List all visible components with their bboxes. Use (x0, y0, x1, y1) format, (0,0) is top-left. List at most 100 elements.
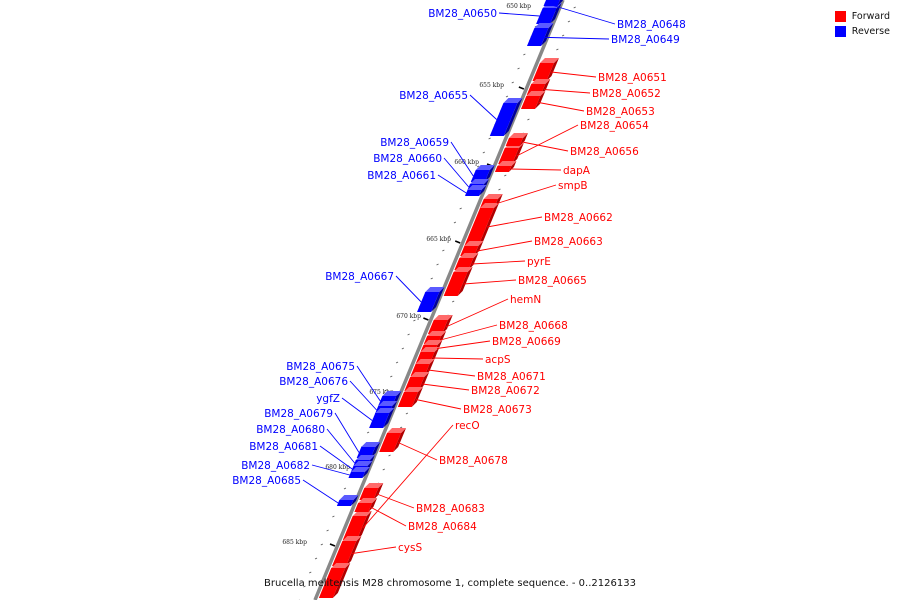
leader-line (450, 141, 474, 177)
gene-label[interactable]: smpB (558, 180, 588, 192)
gene-label[interactable]: hemN (510, 294, 541, 306)
gene-label[interactable]: BM28_A0651 (598, 72, 667, 84)
gene-side-face (362, 467, 370, 478)
leader-line (433, 357, 484, 360)
gene-label[interactable]: cysS (398, 542, 422, 554)
gene-label[interactable]: BM28_A0678 (439, 455, 508, 467)
gene-BM28_A0665-block[interactable] (443, 267, 473, 296)
gene-dapA-block[interactable] (494, 161, 517, 172)
backbone-dot-left (447, 235, 451, 238)
gene-label[interactable]: BM28_A0648 (617, 19, 686, 31)
backbone-dot-left (459, 207, 462, 210)
gene-BM28_A0655-block[interactable] (489, 98, 523, 136)
gene-label[interactable]: BM28_A0659 (380, 137, 449, 149)
gene-unlabeled-block[interactable] (318, 563, 351, 598)
gene-label[interactable]: BM28_A0656 (570, 146, 639, 158)
gene-BM28_A0683-block[interactable] (359, 483, 384, 500)
gene-BM28_A0648-block[interactable] (543, 0, 565, 6)
gene-label[interactable]: BM28_A0668 (499, 320, 568, 332)
gene-front-face (397, 392, 418, 407)
gene-label[interactable]: BM28_A0669 (492, 336, 561, 348)
gene-label[interactable]: BM28_A0676 (279, 376, 348, 388)
gene-top-face (375, 408, 395, 413)
gene-hemN-block[interactable] (427, 315, 453, 334)
gene-side-face (393, 428, 407, 452)
gene-label[interactable]: dapA (563, 165, 591, 177)
gene-label[interactable]: ygfZ (316, 393, 340, 405)
gene-cysS-block[interactable] (332, 536, 362, 566)
gene-label[interactable]: BM28_A0662 (544, 212, 613, 224)
gene-label[interactable]: BM28_A0671 (477, 371, 546, 383)
leader-line (319, 445, 353, 470)
backbone-dot-left (320, 543, 323, 546)
gene-label[interactable]: BM28_A0682 (241, 460, 310, 472)
gene-label[interactable]: BM28_A0654 (580, 120, 649, 132)
gene-label[interactable]: BM28_A0650 (428, 8, 497, 20)
gene-top-face (433, 315, 453, 320)
gene-recO-block[interactable] (342, 511, 372, 540)
gene-label[interactable]: BM28_A0661 (367, 170, 436, 182)
backbone-dot-right (382, 468, 385, 471)
gene-front-face (536, 8, 557, 24)
gene-label[interactable]: recO (455, 420, 480, 432)
gene-top-face (361, 442, 381, 447)
gene-label[interactable]: BM28_A0685 (232, 475, 301, 487)
gene-label[interactable]: acpS (485, 354, 511, 366)
tick-label: 680 kbp (325, 464, 350, 471)
backbone-dot-left (332, 515, 335, 518)
backbone-dot-left (326, 529, 329, 532)
gene-side-face (431, 287, 445, 312)
gene-BM28_A0667-block[interactable] (417, 287, 445, 312)
gene-BM28_A0678-block[interactable] (379, 428, 407, 452)
gene-label[interactable]: BM28_A0653 (586, 106, 655, 118)
gene-BM28_A0671-block[interactable] (410, 359, 435, 376)
tick-label: 650 kbp (506, 3, 531, 10)
backbone-dot-left (488, 137, 491, 140)
backbone-dot-left (384, 389, 387, 392)
gene-label[interactable]: BM28_A0684 (408, 521, 477, 533)
legend-item-reverse: Reverse (834, 24, 890, 39)
leader-line (498, 12, 540, 17)
gene-label[interactable]: BM28_A0660 (373, 153, 442, 165)
gene-label[interactable]: BM28_A0655 (399, 90, 468, 102)
tick-mark (423, 317, 429, 321)
gene-ygfZ-block[interactable] (369, 408, 395, 428)
gene-label[interactable]: BM28_A0652 (592, 88, 661, 100)
leader-line (445, 298, 509, 328)
gene-BM28_A0662-block[interactable] (464, 203, 500, 246)
gene-front-face (427, 320, 448, 334)
gene-BM28_A0684-block[interactable] (354, 498, 378, 512)
gene-label[interactable]: BM28_A0665 (518, 275, 587, 287)
gene-BM28_A0661-block[interactable] (464, 185, 487, 196)
gene-label[interactable]: BM28_A0673 (463, 404, 532, 416)
leader-line (487, 216, 543, 228)
gene-BM28_A0656-block[interactable] (505, 133, 528, 146)
gene-label[interactable]: BM28_A0683 (416, 503, 485, 515)
gene-label[interactable]: BM28_A0680 (256, 424, 325, 436)
gene-label[interactable]: BM28_A0663 (534, 236, 603, 248)
gene-BM28_A0653-block[interactable] (520, 91, 546, 109)
gene-label[interactable]: pyrE (527, 256, 551, 268)
gene-BM28_A0673-block[interactable] (397, 387, 423, 407)
leader-line (530, 36, 610, 40)
gene-side-face (468, 253, 479, 270)
gene-front-face (505, 138, 523, 146)
gene-BM28_A0651-block[interactable] (532, 58, 559, 81)
gene-top-face (531, 79, 551, 84)
leader-line (349, 380, 377, 411)
gene-label[interactable]: BM28_A0681 (249, 441, 318, 453)
gene-label[interactable]: BM28_A0679 (264, 408, 333, 420)
gene-label[interactable]: BM28_A0675 (286, 361, 355, 373)
gene-label[interactable]: BM28_A0667 (325, 271, 394, 283)
gene-top-face (497, 161, 517, 166)
gene-BM28_A0685-block[interactable] (336, 495, 359, 506)
gene-label[interactable]: BM28_A0649 (611, 34, 680, 46)
gene-label[interactable]: BM28_A0672 (471, 385, 540, 397)
leader-line (543, 89, 591, 94)
gene-BM28_A0682-block[interactable] (348, 467, 370, 478)
backbone-dot-left (442, 249, 445, 252)
backbone-dot-left (436, 263, 439, 266)
backbone-dot-left (309, 571, 312, 574)
gene-features (318, 0, 565, 598)
gene-side-face (534, 91, 546, 109)
